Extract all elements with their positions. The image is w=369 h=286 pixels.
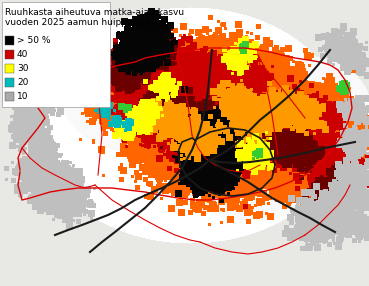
Text: 40: 40 (17, 50, 28, 59)
Text: 20: 20 (17, 78, 28, 87)
Bar (5, 50, 14, 59)
Bar (5, 36, 14, 45)
Bar (5, 64, 14, 73)
Text: Ruuhkasta aiheutuva matka-ajan kasvu
vuoden 2025 aamun huipputuntina: Ruuhkasta aiheutuva matka-ajan kasvu vuo… (5, 8, 184, 27)
Bar (5, 78, 14, 87)
Text: 30: 30 (17, 64, 28, 73)
Text: > 50 %: > 50 % (17, 36, 51, 45)
Text: 10: 10 (17, 92, 28, 101)
Bar (5, 92, 14, 101)
Bar (2, 2, 110, 107)
